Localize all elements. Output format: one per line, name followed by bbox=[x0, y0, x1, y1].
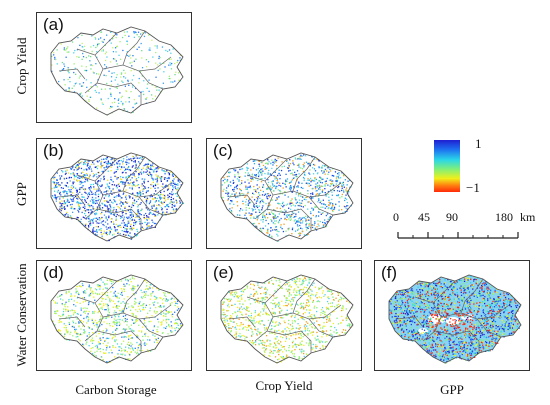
panel-label-a: (a) bbox=[43, 15, 64, 34]
row-label-water-conservation: Water Conservation bbox=[14, 263, 29, 367]
region-outline-e bbox=[220, 274, 354, 364]
scale-tick-90: 90 bbox=[446, 210, 458, 224]
map-panel-c: (c) bbox=[206, 138, 362, 249]
row-label-gpp: GPP bbox=[14, 182, 29, 206]
map-panel-d: (d) bbox=[36, 260, 192, 371]
scale-bar: 0 45 90 180 km bbox=[389, 210, 539, 250]
scale-tick-45: 45 bbox=[418, 210, 430, 224]
column-label-crop-yield: Crop Yield bbox=[255, 378, 313, 393]
map-panel-f: (f) bbox=[374, 260, 530, 371]
scale-bar-line bbox=[397, 232, 519, 239]
region-outline-b bbox=[50, 152, 184, 242]
row-label-crop-yield: Crop Yield bbox=[14, 37, 29, 95]
panel-label-d: (d) bbox=[43, 263, 64, 282]
panel-label-b: (b) bbox=[43, 141, 64, 160]
scale-tick-180: 180 bbox=[495, 210, 513, 224]
region-outline-a bbox=[50, 26, 184, 116]
region-outline-f bbox=[388, 274, 522, 364]
map-f bbox=[388, 274, 522, 364]
dots-b bbox=[51, 154, 185, 242]
panel-label-f: (f) bbox=[381, 263, 398, 282]
dots-a bbox=[51, 31, 183, 116]
map-panel-b: (b) bbox=[36, 138, 192, 249]
color-bar-min-label: −1 bbox=[466, 180, 480, 195]
dots-d bbox=[52, 276, 183, 363]
color-bar bbox=[434, 140, 460, 192]
color-bar-max-label: 1 bbox=[475, 136, 482, 151]
scale-unit: km bbox=[520, 210, 536, 224]
column-label-carbon-storage: Carbon Storage bbox=[75, 382, 157, 397]
map-panel-a: (a) bbox=[36, 12, 192, 123]
map-a bbox=[50, 26, 184, 116]
dots-c bbox=[221, 154, 352, 242]
map-e bbox=[220, 274, 354, 364]
map-panel-e: (e) bbox=[206, 260, 362, 371]
column-label-gpp: GPP bbox=[440, 382, 464, 397]
panel-label-c: (c) bbox=[213, 141, 233, 160]
scale-bar-ticks bbox=[397, 232, 519, 238]
map-d bbox=[50, 274, 184, 364]
region-outline-d bbox=[50, 274, 184, 364]
panel-label-e: (e) bbox=[213, 263, 234, 282]
region-outline-c bbox=[220, 152, 354, 242]
scale-tick-0: 0 bbox=[393, 210, 399, 224]
map-c bbox=[220, 152, 354, 242]
map-b bbox=[50, 152, 185, 242]
